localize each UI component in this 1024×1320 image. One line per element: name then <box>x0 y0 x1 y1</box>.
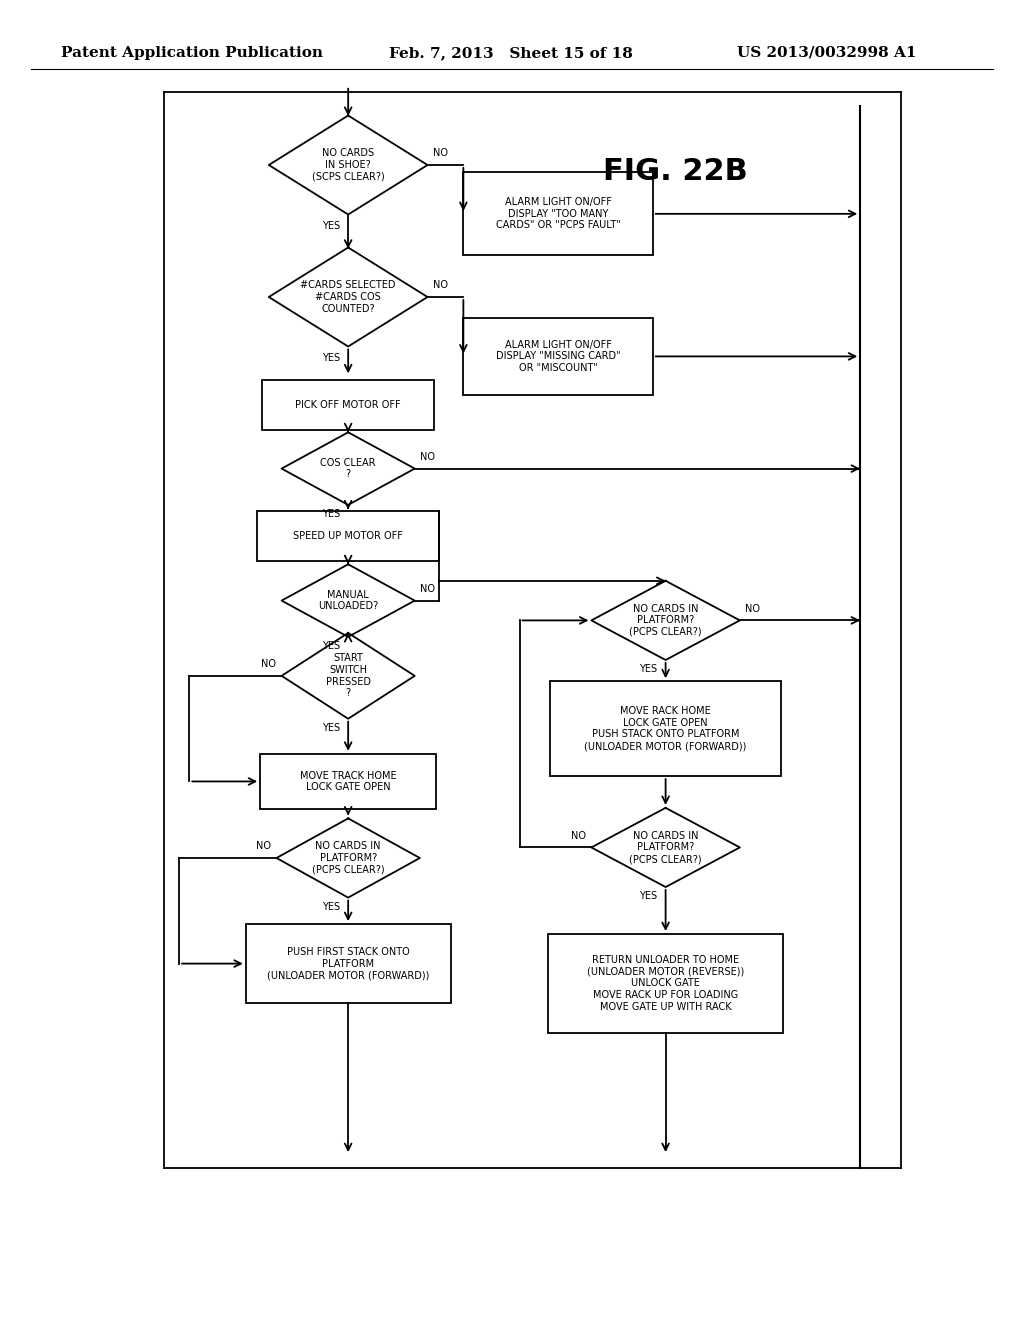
Text: START
SWITCH
PRESSED
?: START SWITCH PRESSED ? <box>326 653 371 698</box>
Text: YES: YES <box>639 664 657 675</box>
Text: NO: NO <box>420 451 435 462</box>
Text: PUSH FIRST STACK ONTO
PLATFORM
(UNLOADER MOTOR (FORWARD)): PUSH FIRST STACK ONTO PLATFORM (UNLOADER… <box>267 946 429 981</box>
Text: US 2013/0032998 A1: US 2013/0032998 A1 <box>737 46 916 59</box>
Text: NO CARDS IN
PLATFORM?
(PCPS CLEAR?): NO CARDS IN PLATFORM? (PCPS CLEAR?) <box>630 830 701 865</box>
Text: #CARDS SELECTED
#CARDS COS
COUNTED?: #CARDS SELECTED #CARDS COS COUNTED? <box>300 280 396 314</box>
Polygon shape <box>268 116 428 214</box>
Text: YES: YES <box>322 508 340 519</box>
Polygon shape <box>282 634 415 718</box>
Text: MOVE RACK HOME
LOCK GATE OPEN
PUSH STACK ONTO PLATFORM
(UNLOADER MOTOR (FORWARD): MOVE RACK HOME LOCK GATE OPEN PUSH STACK… <box>585 706 746 751</box>
Polygon shape <box>592 808 739 887</box>
Bar <box>246 924 451 1003</box>
Bar <box>262 380 434 430</box>
Text: COS CLEAR
?: COS CLEAR ? <box>321 458 376 479</box>
Text: YES: YES <box>322 220 340 231</box>
Bar <box>257 511 439 561</box>
Polygon shape <box>268 248 428 346</box>
Text: ALARM LIGHT ON/OFF
DISPLAY "TOO MANY
CARDS" OR "PCPS FAULT": ALARM LIGHT ON/OFF DISPLAY "TOO MANY CAR… <box>496 197 621 231</box>
Text: YES: YES <box>639 891 657 902</box>
Text: YES: YES <box>322 352 340 363</box>
Text: YES: YES <box>322 722 340 733</box>
Bar <box>548 935 783 1032</box>
Text: NO: NO <box>745 603 760 614</box>
Text: FIG. 22B: FIG. 22B <box>603 157 749 186</box>
Text: Feb. 7, 2013   Sheet 15 of 18: Feb. 7, 2013 Sheet 15 of 18 <box>389 46 633 59</box>
Text: MANUAL
UNLOADED?: MANUAL UNLOADED? <box>318 590 378 611</box>
Text: NO CARDS IN
PLATFORM?
(PCPS CLEAR?): NO CARDS IN PLATFORM? (PCPS CLEAR?) <box>312 841 384 875</box>
Polygon shape <box>276 818 420 898</box>
Text: RETURN UNLOADER TO HOME
(UNLOADER MOTOR (REVERSE))
UNLOCK GATE
MOVE RACK UP FOR : RETURN UNLOADER TO HOME (UNLOADER MOTOR … <box>587 956 744 1011</box>
Text: NO: NO <box>433 148 447 158</box>
Text: NO CARDS
IN SHOE?
(SCPS CLEAR?): NO CARDS IN SHOE? (SCPS CLEAR?) <box>311 148 385 182</box>
Text: PICK OFF MOTOR OFF: PICK OFF MOTOR OFF <box>295 400 401 411</box>
Text: YES: YES <box>322 902 340 912</box>
Bar <box>260 754 436 809</box>
Text: MOVE TRACK HOME
LOCK GATE OPEN: MOVE TRACK HOME LOCK GATE OPEN <box>300 771 396 792</box>
Text: Patent Application Publication: Patent Application Publication <box>61 46 324 59</box>
Polygon shape <box>592 581 739 660</box>
Bar <box>551 681 780 776</box>
Text: NO: NO <box>256 841 271 851</box>
Text: ALARM LIGHT ON/OFF
DISPLAY "MISSING CARD"
OR "MISCOUNT": ALARM LIGHT ON/OFF DISPLAY "MISSING CARD… <box>496 339 621 374</box>
Polygon shape <box>282 433 415 504</box>
Bar <box>463 318 653 395</box>
Text: NO: NO <box>261 659 276 669</box>
Text: YES: YES <box>322 640 340 651</box>
Bar <box>463 173 653 256</box>
Text: SPEED UP MOTOR OFF: SPEED UP MOTOR OFF <box>293 531 403 541</box>
Text: NO: NO <box>571 830 586 841</box>
Text: NO: NO <box>433 280 447 290</box>
Text: NO: NO <box>420 583 435 594</box>
Text: NO CARDS IN
PLATFORM?
(PCPS CLEAR?): NO CARDS IN PLATFORM? (PCPS CLEAR?) <box>630 603 701 638</box>
Polygon shape <box>282 565 415 636</box>
